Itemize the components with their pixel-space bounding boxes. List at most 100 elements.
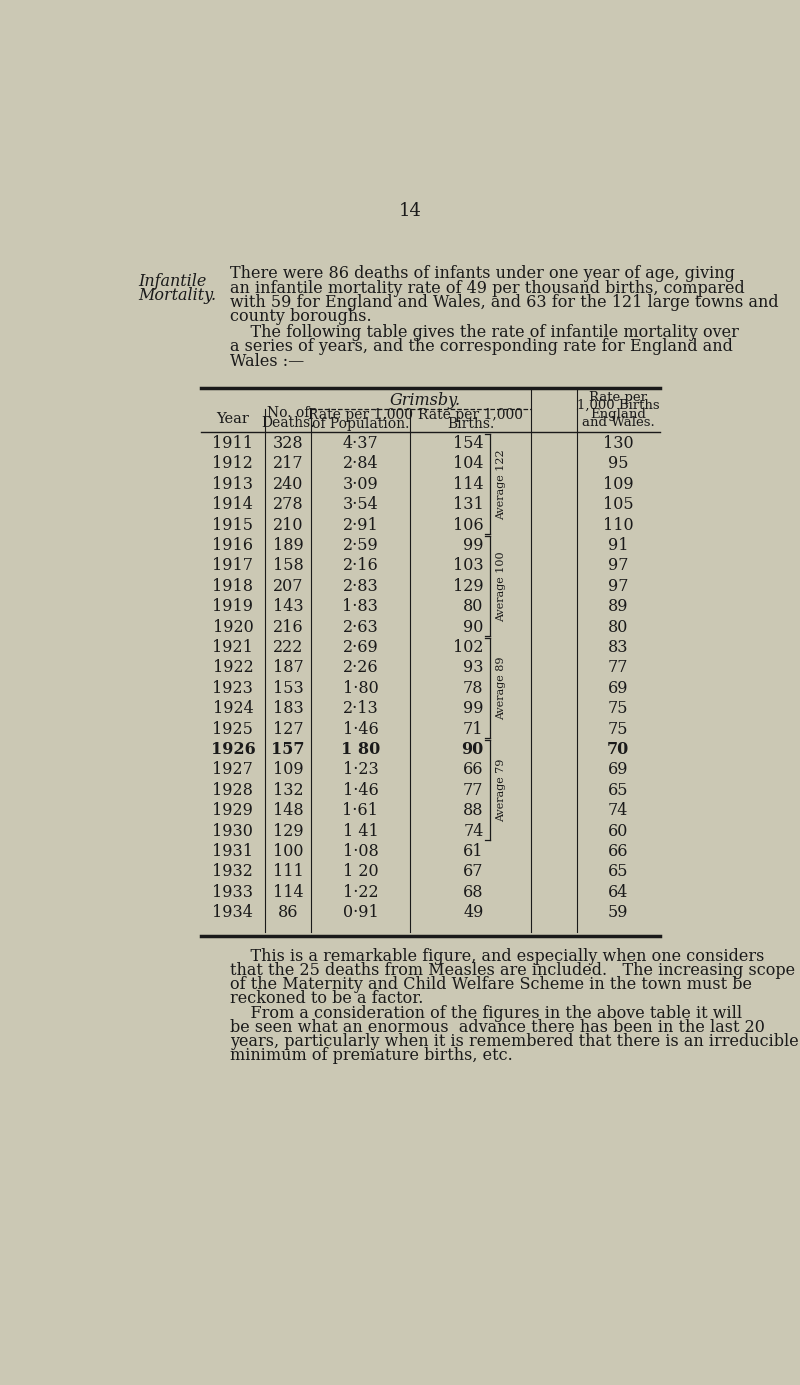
Text: 66: 66	[463, 762, 484, 778]
Text: 1930: 1930	[213, 823, 254, 839]
Text: Rate per: Rate per	[589, 391, 647, 403]
Text: 1918: 1918	[213, 578, 254, 594]
Text: 59: 59	[608, 904, 628, 921]
Text: 216: 216	[273, 619, 303, 636]
Text: 71: 71	[463, 720, 484, 738]
Text: 1·08: 1·08	[342, 843, 378, 860]
Text: reckoned to be a factor.: reckoned to be a factor.	[230, 990, 423, 1007]
Text: 1·46: 1·46	[342, 781, 378, 799]
Text: 66: 66	[608, 843, 628, 860]
Text: 1932: 1932	[213, 863, 254, 881]
Text: 99: 99	[463, 537, 484, 554]
Text: 1·22: 1·22	[342, 884, 378, 900]
Text: 89: 89	[608, 598, 628, 615]
Text: Average 79: Average 79	[496, 759, 506, 821]
Text: 60: 60	[608, 823, 628, 839]
Text: 2·91: 2·91	[342, 517, 378, 533]
Text: 129: 129	[273, 823, 303, 839]
Text: 132: 132	[273, 781, 303, 799]
Text: 105: 105	[602, 496, 634, 512]
Text: 153: 153	[273, 680, 303, 697]
Text: 80: 80	[463, 598, 484, 615]
Text: county boroughs.: county boroughs.	[230, 309, 372, 325]
Text: 2·84: 2·84	[342, 456, 378, 472]
Text: 3·09: 3·09	[342, 475, 378, 493]
Text: Infantile: Infantile	[138, 273, 207, 291]
Text: 1920: 1920	[213, 619, 254, 636]
Text: 100: 100	[273, 843, 303, 860]
Text: 68: 68	[463, 884, 484, 900]
Text: 88: 88	[463, 802, 484, 819]
Text: 64: 64	[608, 884, 628, 900]
Text: 1,000 Births: 1,000 Births	[577, 399, 659, 413]
Text: 110: 110	[602, 517, 634, 533]
Text: 1934: 1934	[213, 904, 254, 921]
Text: 77: 77	[608, 659, 628, 676]
Text: 148: 148	[273, 802, 303, 819]
Text: 86: 86	[278, 904, 298, 921]
Text: 129: 129	[453, 578, 484, 594]
Text: 99: 99	[463, 701, 484, 717]
Text: 1925: 1925	[213, 720, 254, 738]
Text: 83: 83	[608, 638, 628, 656]
Text: 109: 109	[273, 762, 303, 778]
Text: 127: 127	[273, 720, 303, 738]
Text: 278: 278	[273, 496, 303, 512]
Text: 2·16: 2·16	[342, 557, 378, 575]
Text: 207: 207	[273, 578, 303, 594]
Text: 75: 75	[608, 701, 628, 717]
Text: 222: 222	[273, 638, 303, 656]
Text: 1926: 1926	[210, 741, 255, 758]
Text: 1917: 1917	[213, 557, 254, 575]
Text: 69: 69	[608, 762, 628, 778]
Text: an infantile mortality rate of 49 per thousand births, compared: an infantile mortality rate of 49 per th…	[230, 280, 745, 296]
Text: 2·63: 2·63	[342, 619, 378, 636]
Text: 77: 77	[463, 781, 484, 799]
Text: 69: 69	[608, 680, 628, 697]
Text: 1 20: 1 20	[342, 863, 378, 881]
Text: years, particularly when it is remembered that there is an irreducible: years, particularly when it is remembere…	[230, 1033, 799, 1050]
Text: 1·80: 1·80	[342, 680, 378, 697]
Text: 1·23: 1·23	[342, 762, 378, 778]
Text: Mortality.: Mortality.	[138, 287, 217, 305]
Text: 1922: 1922	[213, 659, 254, 676]
Text: 4·37: 4·37	[342, 435, 378, 452]
Text: 1·61: 1·61	[342, 802, 378, 819]
Text: 2·13: 2·13	[342, 701, 378, 717]
Text: 143: 143	[273, 598, 303, 615]
Text: 2·83: 2·83	[342, 578, 378, 594]
Text: Rate per 1,000: Rate per 1,000	[308, 409, 413, 422]
Text: 90: 90	[462, 741, 484, 758]
Text: From a consideration of the figures in the above table it will: From a consideration of the figures in t…	[230, 1004, 742, 1022]
Text: 1912: 1912	[213, 456, 254, 472]
Text: of the Maternity and Child Welfare Scheme in the town must be: of the Maternity and Child Welfare Schem…	[230, 976, 752, 993]
Text: 2·26: 2·26	[342, 659, 378, 676]
Text: 1·83: 1·83	[342, 598, 378, 615]
Text: 95: 95	[608, 456, 628, 472]
Text: 158: 158	[273, 557, 303, 575]
Text: minimum of premature births, etc.: minimum of premature births, etc.	[230, 1047, 513, 1064]
Text: 189: 189	[273, 537, 303, 554]
Text: 187: 187	[273, 659, 303, 676]
Text: Wales :—: Wales :—	[230, 353, 305, 370]
Text: 102: 102	[453, 638, 484, 656]
Text: 240: 240	[273, 475, 303, 493]
Text: 2·69: 2·69	[342, 638, 378, 656]
Text: 210: 210	[273, 517, 303, 533]
Text: Average 122: Average 122	[496, 449, 506, 519]
Text: with 59 for England and Wales, and 63 for the 121 large towns and: with 59 for England and Wales, and 63 fo…	[230, 294, 779, 312]
Text: 183: 183	[273, 701, 303, 717]
Text: 328: 328	[273, 435, 303, 452]
Text: Deaths.: Deaths.	[261, 416, 314, 429]
Text: 1913: 1913	[213, 475, 254, 493]
Text: 65: 65	[608, 781, 628, 799]
Text: 78: 78	[463, 680, 484, 697]
Text: 65: 65	[608, 863, 628, 881]
Text: 91: 91	[608, 537, 628, 554]
Text: 3·54: 3·54	[342, 496, 378, 512]
Text: 130: 130	[602, 435, 634, 452]
Text: Births.: Births.	[447, 417, 494, 431]
Text: Year: Year	[217, 411, 250, 425]
Text: 109: 109	[602, 475, 634, 493]
Text: 2·59: 2·59	[342, 537, 378, 554]
